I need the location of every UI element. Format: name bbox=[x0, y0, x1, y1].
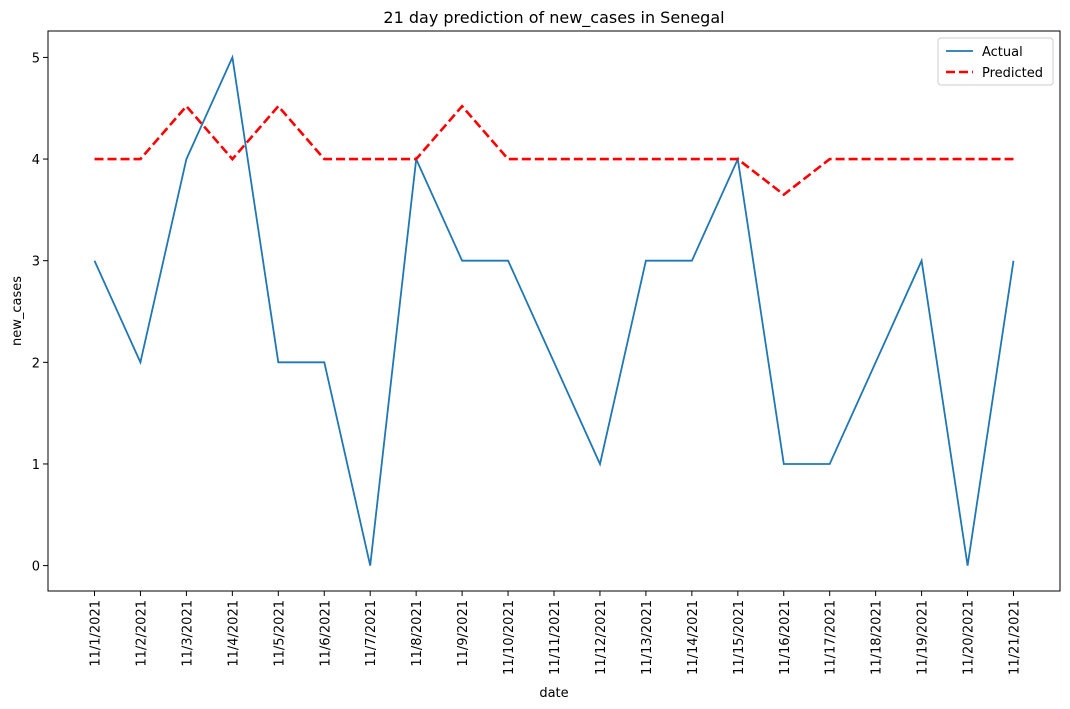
y-axis: 0 1 2 3 4 5 bbox=[32, 51, 48, 575]
x-tick-label: 11/12/2021 bbox=[594, 600, 609, 675]
x-tick-label: 11/16/2021 bbox=[778, 600, 793, 675]
y-tick-label: 4 bbox=[32, 153, 40, 168]
x-axis: 11/1/2021 11/2/2021 11/3/2021 11/4/2021 11/5… bbox=[89, 591, 1023, 675]
x-tick-label: 11/5/2021 bbox=[272, 600, 287, 667]
x-tick-label: 11/10/2021 bbox=[502, 600, 517, 675]
x-tick-label: 11/13/2021 bbox=[640, 600, 655, 675]
x-tick-label: 11/8/2021 bbox=[410, 600, 425, 667]
y-axis-label: new_cases bbox=[10, 276, 25, 346]
x-axis-label: date bbox=[539, 686, 568, 701]
legend: Actual Predicted bbox=[937, 37, 1054, 86]
x-tick-label: 11/17/2021 bbox=[824, 600, 839, 675]
x-tick-label: 11/11/2021 bbox=[548, 600, 563, 675]
x-tick-label: 11/2/2021 bbox=[134, 600, 149, 667]
series-line-predicted bbox=[94, 104, 1014, 197]
x-tick-label: 11/15/2021 bbox=[732, 600, 747, 675]
x-tick-label: 11/9/2021 bbox=[456, 600, 471, 667]
y-tick-label: 1 bbox=[32, 458, 40, 473]
x-tick-label: 11/21/2021 bbox=[1008, 600, 1023, 675]
plot-area bbox=[93, 54, 1015, 566]
chart-title: 21 day prediction of new_cases in Senega… bbox=[383, 8, 724, 28]
x-tick-label: 11/20/2021 bbox=[962, 600, 977, 675]
y-tick-label: 3 bbox=[32, 255, 40, 270]
x-tick-label: 11/19/2021 bbox=[916, 600, 931, 675]
x-tick-label: 11/1/2021 bbox=[89, 600, 104, 667]
x-tick-label: 11/6/2021 bbox=[318, 600, 333, 667]
x-tick-label: 11/7/2021 bbox=[364, 600, 379, 667]
x-tick-label: 11/4/2021 bbox=[226, 600, 241, 667]
x-tick-label: 11/18/2021 bbox=[870, 600, 885, 675]
legend-label-actual: Actual bbox=[982, 45, 1023, 60]
series-line-actual bbox=[93, 54, 1015, 566]
y-tick-label: 5 bbox=[32, 51, 40, 66]
y-tick-label: 2 bbox=[32, 356, 40, 371]
x-tick-label: 11/14/2021 bbox=[686, 600, 701, 675]
legend-label-predicted: Predicted bbox=[982, 66, 1043, 81]
y-tick-label: 0 bbox=[32, 560, 40, 575]
x-tick-label: 11/3/2021 bbox=[180, 600, 195, 667]
